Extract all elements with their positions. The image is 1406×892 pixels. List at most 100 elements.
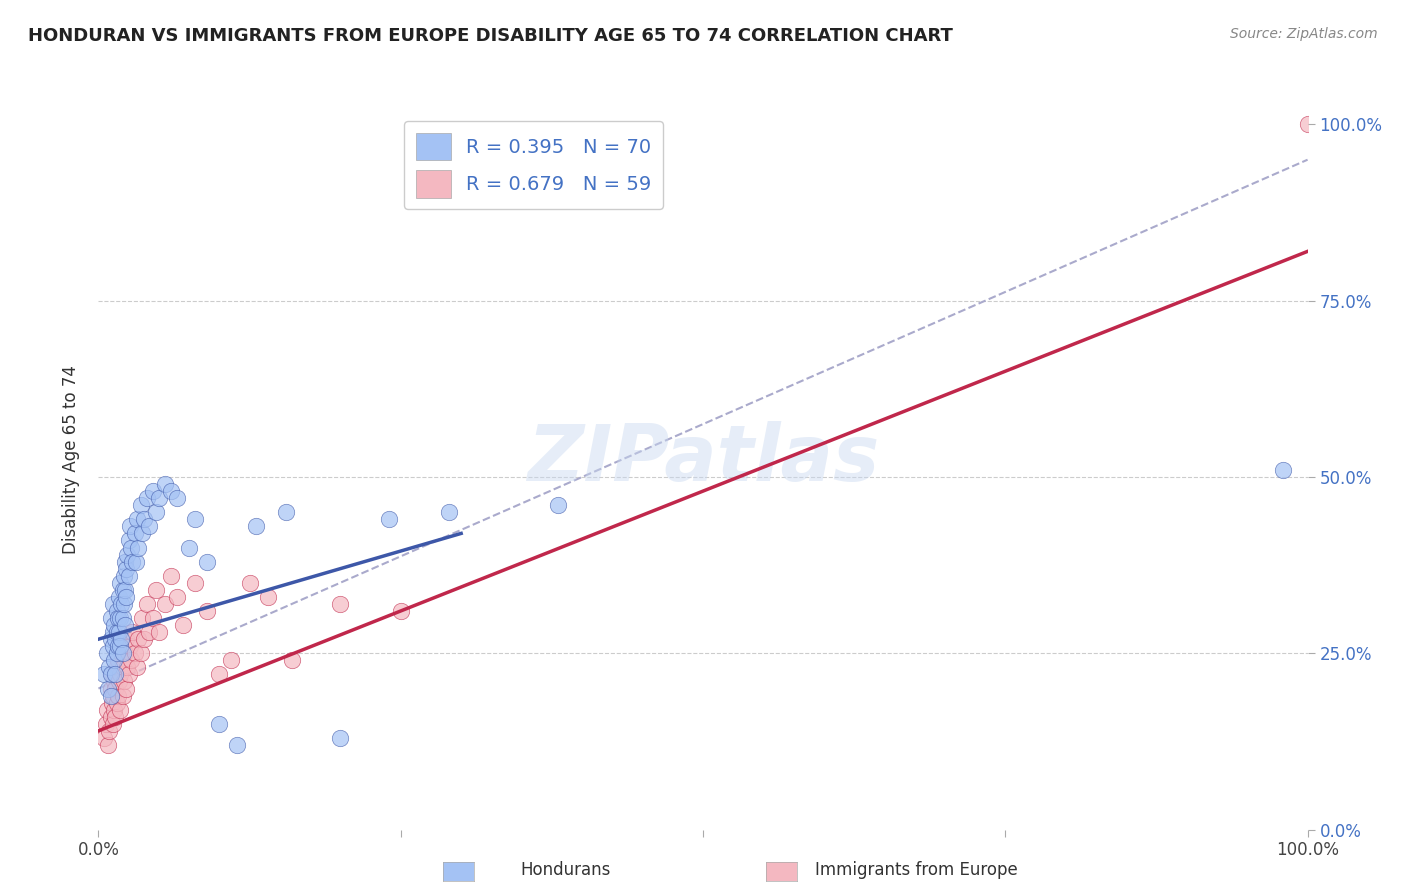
Legend: R = 0.395   N = 70, R = 0.679   N = 59: R = 0.395 N = 70, R = 0.679 N = 59 xyxy=(404,121,664,210)
Point xyxy=(108,639,131,653)
Point xyxy=(100,689,122,703)
Point xyxy=(100,667,122,681)
Point xyxy=(329,731,352,745)
Point xyxy=(107,639,129,653)
Point xyxy=(184,575,207,590)
Point xyxy=(127,660,149,674)
Point xyxy=(103,653,125,667)
Point xyxy=(105,604,128,618)
Point xyxy=(239,575,262,590)
Point xyxy=(245,519,267,533)
Point xyxy=(93,731,115,745)
Point xyxy=(148,625,170,640)
Point xyxy=(153,477,176,491)
Point xyxy=(93,667,115,681)
Point xyxy=(145,582,167,597)
Point xyxy=(145,505,167,519)
Point xyxy=(100,667,122,681)
Point xyxy=(110,632,132,647)
Text: Source: ZipAtlas.com: Source: ZipAtlas.com xyxy=(1230,27,1378,41)
Point xyxy=(110,597,132,611)
Point xyxy=(108,667,131,681)
Text: ZIPatlas: ZIPatlas xyxy=(527,421,879,498)
Point xyxy=(195,604,218,618)
Point xyxy=(208,716,231,731)
Point xyxy=(547,498,569,512)
Point xyxy=(108,703,131,717)
Point xyxy=(107,611,129,625)
Point xyxy=(153,597,176,611)
Point xyxy=(118,568,141,582)
Point xyxy=(115,590,138,604)
Point xyxy=(100,632,122,647)
Point xyxy=(437,505,460,519)
Point xyxy=(124,646,146,660)
Point xyxy=(1296,118,1319,132)
Point xyxy=(96,703,118,717)
Point xyxy=(377,512,399,526)
Point xyxy=(110,646,132,660)
Point xyxy=(101,639,124,653)
Point xyxy=(96,646,118,660)
Point xyxy=(103,703,125,717)
Point xyxy=(111,660,134,674)
Point xyxy=(256,590,278,604)
Point xyxy=(160,568,183,582)
Text: Hondurans: Hondurans xyxy=(520,861,610,879)
Point xyxy=(101,689,124,703)
Point xyxy=(131,526,153,541)
Point xyxy=(103,618,125,632)
Point xyxy=(184,512,207,526)
Point xyxy=(115,681,138,696)
Point xyxy=(129,646,152,660)
Point xyxy=(195,555,218,569)
Point xyxy=(100,611,122,625)
Point xyxy=(127,541,149,555)
Point xyxy=(281,653,304,667)
Point xyxy=(118,667,141,681)
Point xyxy=(117,660,139,674)
Point xyxy=(98,660,121,674)
Point xyxy=(111,646,134,660)
Point xyxy=(208,667,231,681)
Y-axis label: Disability Age 65 to 74: Disability Age 65 to 74 xyxy=(62,365,80,554)
Point xyxy=(166,491,188,505)
Point xyxy=(160,484,183,499)
Point xyxy=(114,646,136,660)
Point xyxy=(104,667,127,681)
Point xyxy=(108,590,131,604)
Point xyxy=(134,632,156,647)
Point xyxy=(142,484,165,499)
Point xyxy=(121,625,143,640)
Point xyxy=(274,505,297,519)
Point xyxy=(1272,463,1295,477)
Point xyxy=(115,562,138,576)
Point xyxy=(135,491,157,505)
Point xyxy=(94,716,117,731)
Point xyxy=(114,582,136,597)
Point xyxy=(100,696,122,710)
Point xyxy=(108,575,131,590)
Point xyxy=(127,632,149,647)
Point xyxy=(166,590,188,604)
Point xyxy=(111,611,134,625)
Point xyxy=(112,674,135,689)
Point xyxy=(107,689,129,703)
Point xyxy=(121,555,143,569)
Point xyxy=(120,653,142,667)
Point xyxy=(134,512,156,526)
Point xyxy=(108,625,131,640)
Point xyxy=(105,696,128,710)
Point xyxy=(107,653,129,667)
Point xyxy=(105,660,128,674)
Point xyxy=(114,618,136,632)
Point xyxy=(138,519,160,533)
Point xyxy=(112,568,135,582)
Point xyxy=(104,681,127,696)
Point xyxy=(125,555,148,569)
Point xyxy=(120,541,142,555)
Point xyxy=(221,653,243,667)
Text: Immigrants from Europe: Immigrants from Europe xyxy=(815,861,1018,879)
Point xyxy=(117,548,139,562)
Point xyxy=(148,491,170,505)
